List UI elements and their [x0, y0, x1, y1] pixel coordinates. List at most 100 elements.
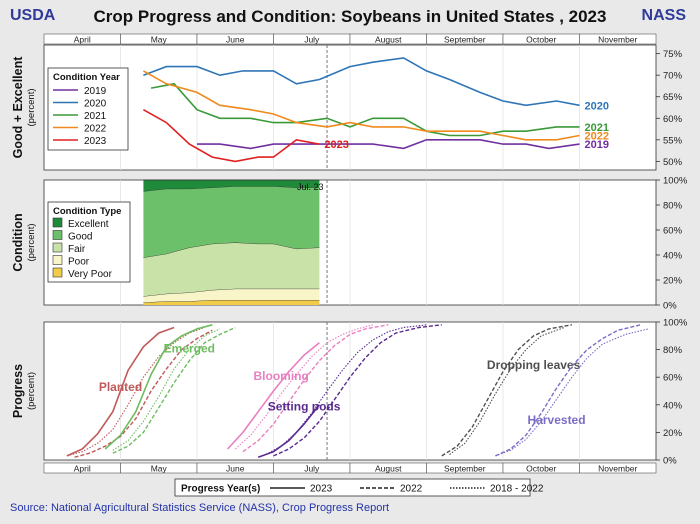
y-tick-label: 50%	[663, 157, 683, 168]
legend-label: Very Poor	[68, 269, 113, 280]
y-tick-label: 40%	[663, 251, 683, 262]
y-tick-label: 0%	[663, 456, 677, 467]
legend-title: Progress Year(s)	[181, 484, 260, 495]
top-month-label: May	[151, 35, 168, 45]
legend-label: 2023	[84, 136, 107, 147]
y-tick-label: 60%	[663, 226, 683, 237]
progress-avg-line	[112, 328, 221, 451]
y-tick-label: 75%	[663, 49, 683, 60]
legend-label: Excellent	[68, 219, 109, 230]
progress-avg-line	[234, 324, 374, 450]
series-line-2022	[143, 70, 580, 141]
y-tick-label: 100%	[663, 176, 688, 187]
legend-label: Fair	[68, 244, 86, 255]
legend-label: Good	[68, 232, 92, 243]
y-tick-label: 20%	[663, 428, 683, 439]
progress-2023-line	[257, 404, 321, 458]
usda-label: USDA	[10, 7, 56, 24]
series-end-label: 2023	[324, 139, 348, 151]
bottom-month-cell	[579, 462, 657, 474]
y-axis-sublabel: (percent)	[26, 223, 37, 261]
legend-label: 2020	[84, 99, 107, 110]
y-axis-label: Condition	[11, 213, 25, 271]
area-poor	[143, 288, 320, 303]
top-month-label: October	[526, 35, 556, 45]
stage-label: Harvested	[528, 413, 586, 427]
legend-swatch	[52, 267, 63, 278]
legend-label: 2022	[84, 124, 107, 135]
nass-label: NASS	[641, 7, 686, 24]
progress-2022-line	[242, 324, 389, 453]
bottom-month-label: October	[526, 464, 556, 474]
y-tick-label: 55%	[663, 135, 683, 146]
bottom-month-label: July	[304, 464, 320, 474]
legend-label: 2019	[84, 86, 107, 97]
legend-label: Poor	[68, 257, 90, 268]
progress-2022-line	[495, 324, 641, 457]
progress-2022-line	[112, 326, 236, 454]
stage-label: Blooming	[253, 369, 308, 383]
legend-label: 2021	[84, 111, 107, 122]
progress-avg-line	[66, 326, 205, 457]
condition-type-legend	[47, 201, 131, 283]
y-axis-label: Progress	[11, 364, 25, 418]
legend-label: 2022	[400, 484, 423, 495]
area-fair	[143, 242, 320, 297]
series-end-label: 2020	[585, 100, 609, 112]
y-tick-label: 80%	[663, 345, 683, 356]
bottom-month-label: May	[151, 464, 168, 474]
area-excellent	[143, 180, 320, 192]
legend-swatch	[52, 255, 63, 265]
stage-label: Planted	[99, 380, 142, 394]
top-month-cell	[579, 33, 657, 45]
progress-avg-line	[449, 326, 565, 455]
series-end-label: 2021	[585, 122, 609, 134]
y-tick-label: 80%	[663, 201, 683, 212]
legend-swatch	[52, 242, 63, 253]
bottom-month-label: September	[444, 464, 486, 474]
y-tick-label: 65%	[663, 92, 683, 103]
progress-2023-line	[227, 342, 320, 450]
legend-swatch	[52, 217, 63, 228]
series-end-label: 2019	[585, 139, 609, 151]
legend-swatch	[52, 230, 63, 240]
progress-2022-line	[441, 324, 573, 457]
progress-year-legend	[174, 478, 531, 497]
stage-label: Dropping leaves	[487, 358, 581, 372]
y-axis-label: Good + Excellent	[11, 56, 25, 159]
y-tick-label: 60%	[663, 373, 683, 384]
bottom-month-label: August	[375, 464, 402, 474]
top-month-label: July	[304, 35, 320, 45]
bottom-month-label: November	[598, 464, 637, 474]
series-line-2021	[150, 82, 580, 137]
y-tick-label: 20%	[663, 276, 683, 287]
series-line-2020	[143, 57, 580, 107]
condition-year-legend	[47, 67, 129, 151]
page-title: Crop Progress and Condition: Soybeans in…	[93, 7, 607, 26]
area-good	[143, 186, 320, 258]
y-tick-label: 0%	[663, 301, 677, 312]
legend-title: Condition Type	[53, 206, 121, 217]
bottom-month-label: June	[226, 464, 245, 474]
series-end-label: 2022	[585, 131, 609, 143]
y-tick-label: 60%	[663, 114, 683, 125]
source-note: Source: National Agricultural Statistics…	[10, 502, 390, 514]
top-month-label: September	[444, 35, 486, 45]
legend-label: 2018 - 2022	[490, 484, 544, 495]
stage-label: Setting pods	[268, 399, 341, 413]
area-very-poor	[143, 300, 320, 305]
y-axis-sublabel: (percent)	[26, 372, 37, 410]
y-tick-label: 40%	[663, 400, 683, 411]
y-axis-sublabel: (percent)	[26, 88, 37, 126]
date-annotation: Jul. 23	[297, 182, 324, 192]
top-month-label: April	[74, 35, 91, 45]
legend-label: 2023	[310, 484, 333, 495]
header: USDA Crop Progress and Condition: Soybea…	[0, 0, 700, 32]
top-month-label: November	[598, 35, 637, 45]
y-tick-label: 100%	[663, 318, 688, 329]
bottom-month-label: April	[74, 464, 91, 474]
top-month-label: August	[375, 35, 402, 45]
series-line-2019	[197, 139, 580, 150]
legend-title: Condition Year	[53, 72, 120, 83]
